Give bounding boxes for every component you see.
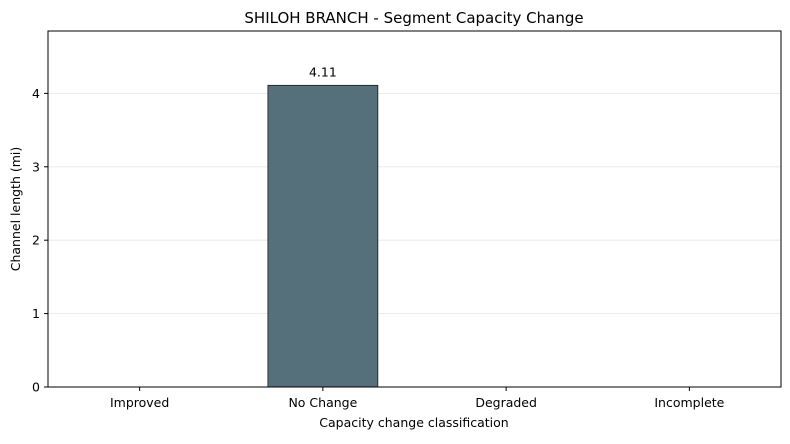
x-tick-label-degraded: Degraded [475,395,537,410]
bar-no-change [267,84,379,388]
y-tick-label-4: 4 [32,86,40,101]
data-labels: 4.11 [309,64,337,79]
plot-frame [47,30,782,388]
y-tick-label-1: 1 [32,306,40,321]
x-axis-label: Capacity change classification [319,415,508,430]
y-axis-label: Channel length (mi) [8,147,23,272]
y-tick-label-3: 3 [32,159,40,174]
y-tick-label-0: 0 [32,380,40,395]
x-tick-label-incomplete: Incomplete [654,395,724,410]
x-axis-ticks: Improved No Change Degraded Incomplete [110,387,725,410]
bars [267,84,379,388]
chart-title: SHILOH BRANCH - Segment Capacity Change [244,9,583,27]
y-tick-label-2: 2 [32,233,40,248]
x-tick-label-no-change: No Change [288,395,357,410]
x-tick-label-improved: Improved [110,395,169,410]
gridlines [48,92,781,314]
data-label-no-change: 4.11 [309,64,337,79]
y-axis-ticks: 0 1 2 3 4 [32,86,48,395]
